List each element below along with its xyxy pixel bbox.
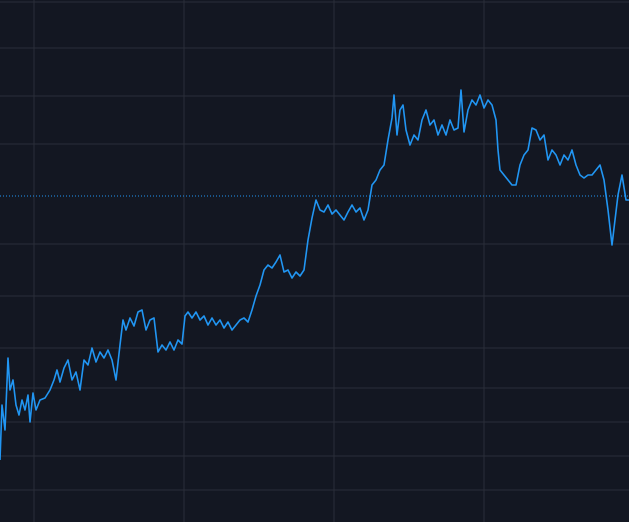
price-line-series [0,89,629,461]
